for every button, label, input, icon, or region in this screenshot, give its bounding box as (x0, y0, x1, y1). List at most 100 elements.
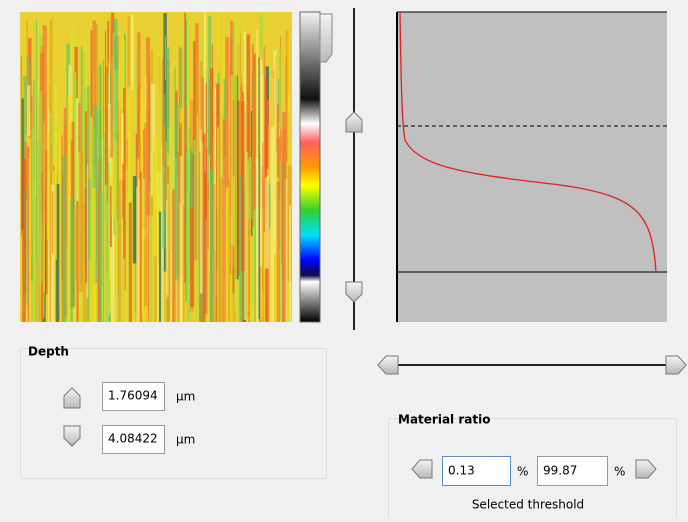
texture-stripe (278, 49, 282, 129)
texture-stripe (85, 111, 88, 283)
unit: µm (176, 433, 195, 447)
lower-depth-handle[interactable] (345, 281, 363, 303)
texture-stripe (251, 43, 254, 227)
texture-stripe (261, 178, 265, 322)
texture-stripe (20, 56, 23, 237)
input-value: 1.76094 (108, 389, 158, 403)
low-ratio-handle[interactable] (377, 355, 399, 375)
texture-stripe (172, 188, 175, 322)
texture-stripe (132, 176, 137, 264)
texture-stripe (55, 183, 60, 322)
texture-stripe (70, 198, 73, 322)
texture-stripe (239, 33, 242, 246)
texture-stripe (158, 94, 161, 266)
texture-stripe (211, 184, 216, 322)
high-ratio-handle[interactable] (665, 355, 687, 375)
texture-stripe (117, 133, 119, 221)
texture-stripe (128, 202, 132, 322)
texture-stripe (243, 31, 247, 321)
height-map-texture (20, 12, 292, 323)
texture-stripe (154, 210, 157, 322)
texture-stripe (234, 17, 237, 311)
texture-stripe (204, 146, 208, 314)
texture-stripe (240, 101, 245, 272)
texture-stripe (174, 102, 179, 280)
texture-stripe (178, 46, 181, 203)
texture-stripe (118, 56, 121, 181)
texture-stripe (287, 33, 289, 116)
low-ratio-button[interactable] (411, 459, 433, 479)
texture-stripe (254, 206, 256, 322)
texture-stripe (30, 152, 34, 322)
texture-stripe (78, 103, 81, 152)
texture-stripe (26, 19, 28, 249)
texture-stripe (110, 202, 115, 322)
caption: Selected threshold (472, 498, 584, 512)
texture-stripe (230, 74, 234, 245)
high-ratio-button[interactable] (635, 459, 657, 479)
texture-stripe (143, 178, 145, 238)
texture-stripe (49, 85, 52, 323)
texture-stripe (226, 178, 231, 322)
curve-plot (397, 12, 667, 322)
lower-depth-icon (63, 425, 81, 447)
texture-stripe (140, 141, 142, 322)
texture-stripe (258, 57, 260, 319)
texture-stripe (121, 113, 124, 181)
texture-stripe (70, 34, 73, 141)
text-input[interactable] (537, 456, 608, 486)
texture-stripe (207, 181, 209, 250)
texture-stripe (265, 66, 269, 126)
color-bar-tab[interactable] (319, 13, 333, 63)
group-title: Material ratio (398, 413, 490, 427)
texture-stripe (256, 29, 259, 273)
texture-stripe (285, 57, 288, 162)
texture-stripe (126, 169, 129, 322)
texture-stripe (166, 200, 168, 295)
texture-stripe (98, 156, 103, 322)
texture-stripe (144, 122, 148, 306)
texture-stripe (211, 43, 213, 143)
texture-stripe (226, 155, 229, 322)
texture-stripe (268, 184, 271, 229)
texture-stripe (38, 90, 43, 284)
texture-stripe (264, 77, 268, 178)
texture-stripe (225, 36, 229, 188)
texture-stripe (87, 86, 90, 322)
texture-stripe (276, 104, 280, 242)
texture-stripe (177, 151, 180, 322)
texture-stripe (83, 204, 87, 322)
text-input[interactable] (442, 456, 511, 486)
texture-stripe (92, 20, 97, 166)
texture-stripe (182, 205, 185, 322)
texture-stripe (166, 75, 169, 238)
texture-stripe (49, 19, 53, 114)
depth-group (20, 348, 327, 479)
texture-stripe (136, 53, 138, 196)
texture-stripe (186, 147, 191, 322)
texture-stripe (20, 196, 23, 317)
texture-stripe (76, 201, 79, 322)
texture-stripe (151, 83, 155, 153)
text-input[interactable] (102, 425, 165, 454)
texture-stripe (201, 145, 204, 213)
texture-stripe (36, 141, 40, 322)
text-input[interactable] (102, 382, 165, 411)
texture-stripe (216, 127, 220, 322)
texture-stripe (111, 120, 115, 217)
texture-stripe (146, 37, 150, 216)
texture-stripe (126, 139, 129, 192)
texture-stripe (248, 157, 252, 220)
texture-stripe (190, 153, 195, 308)
texture-stripe (28, 158, 31, 322)
texture-stripe (201, 77, 205, 143)
texture-stripe (70, 24, 75, 124)
texture-stripe (140, 88, 144, 172)
texture-stripe (221, 149, 224, 195)
texture-stripe (222, 39, 225, 106)
texture-stripe (149, 49, 151, 98)
upper-depth-handle[interactable] (345, 111, 363, 133)
texture-stripe (282, 111, 286, 322)
color-bar (299, 11, 321, 323)
